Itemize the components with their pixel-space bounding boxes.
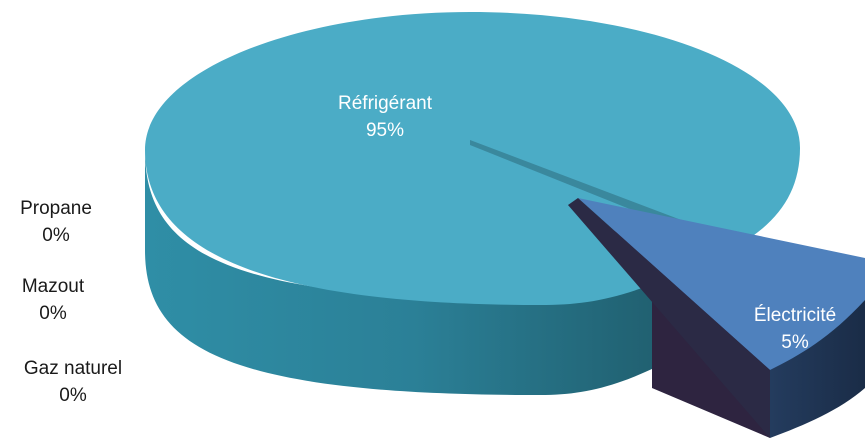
slice-electricite — [578, 198, 865, 370]
slice-label-propane-value: 0% — [42, 225, 70, 246]
slice-label-electricite-name: Électricité — [753, 305, 837, 326]
slice-label-refrigerant-name: Réfrigérant — [338, 93, 432, 114]
slice-refrigerant-rim — [145, 150, 742, 395]
slice-label-gaz-naturel-value: 0% — [59, 385, 87, 406]
slice-label-gaz-naturel: Gaz naturel 0% — [0, 355, 146, 409]
slice-label-refrigerant: Réfrigérant 95% — [305, 90, 465, 144]
slice-label-mazout: Mazout 0% — [0, 273, 106, 327]
slice-label-refrigerant-value: 95% — [365, 120, 405, 141]
slice-label-propane: Propane 0% — [0, 195, 112, 249]
slice-label-mazout-name: Mazout — [21, 276, 85, 297]
slice-label-gaz-naturel-name: Gaz naturel — [23, 358, 123, 379]
slice-label-mazout-value: 0% — [39, 303, 67, 324]
slice-electricite-front — [568, 198, 770, 438]
slice-label-propane-name: Propane — [20, 198, 92, 219]
slice-label-electricite: Électricité 5% — [730, 302, 860, 356]
slice-label-electricite-value: 5% — [781, 332, 809, 353]
